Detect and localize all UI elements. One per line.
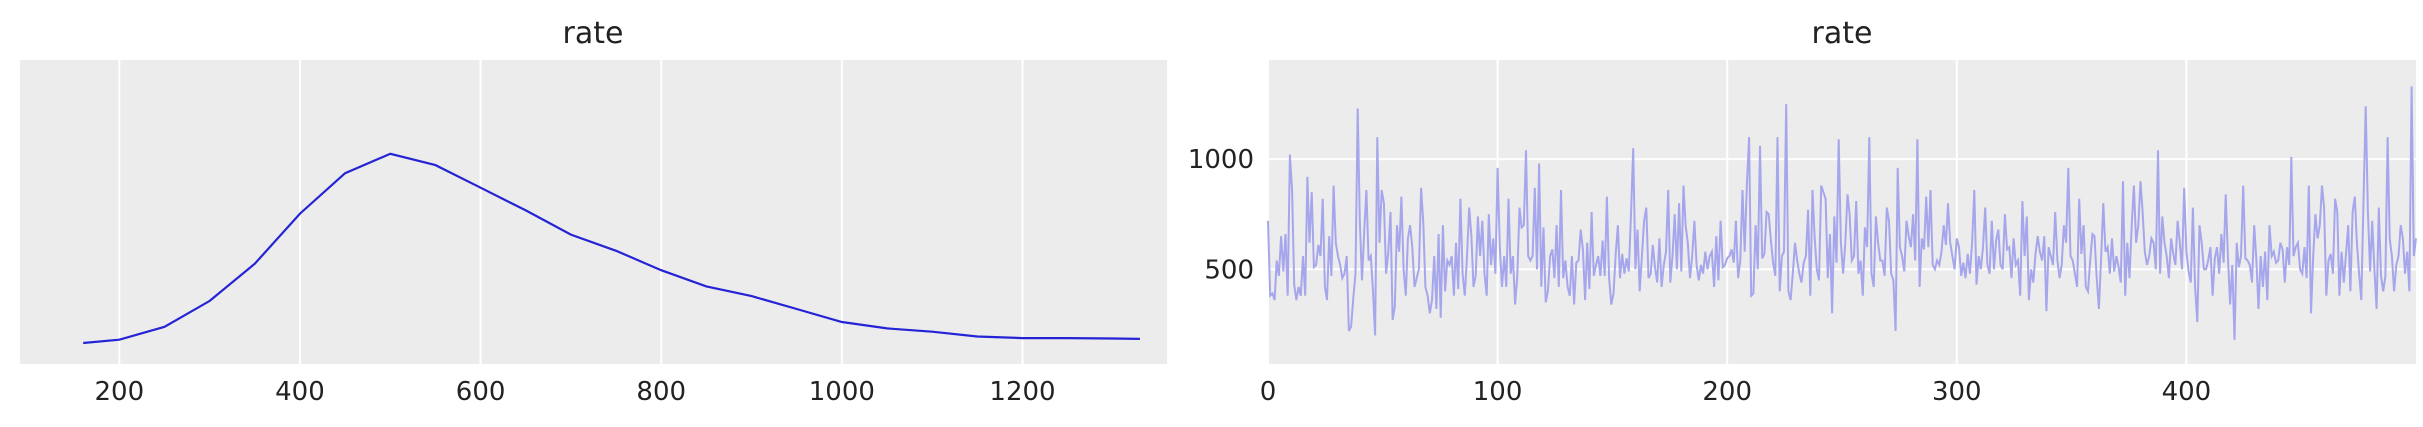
trace-y-tick-label: 1000 xyxy=(1188,145,1254,175)
trace-x-tick-label: 200 xyxy=(1702,377,1752,407)
density-x-tick-labels: 200 400 600 800 1000 1200 xyxy=(95,377,1056,407)
trace-x-tick-label: 100 xyxy=(1473,377,1523,407)
density-plot-area xyxy=(20,60,1167,364)
density-x-tick-label: 800 xyxy=(636,377,686,407)
density-curve xyxy=(83,152,1140,345)
density-x-tick-label: 200 xyxy=(95,377,145,407)
density-x-tick-label: 1000 xyxy=(809,377,875,407)
density-panel: 200 400 600 800 1000 1200 rate xyxy=(20,16,1167,407)
trace-panel: 0 100 200 300 400 500 1000 rate xyxy=(1188,16,2417,407)
trace-y-tick-label: 500 xyxy=(1204,255,1254,285)
density-title: rate xyxy=(563,16,624,51)
trace-x-tick-labels: 0 100 200 300 400 xyxy=(1260,377,2211,407)
density-gridlines xyxy=(118,60,1024,364)
trace-x-tick-label: 0 xyxy=(1260,377,1277,407)
trace-title: rate xyxy=(1812,16,1873,51)
trace-x-tick-label: 300 xyxy=(1932,377,1982,407)
trace-x-tick-label: 400 xyxy=(2162,377,2212,407)
trace-y-tick-labels: 500 1000 xyxy=(1188,145,1254,285)
trace-series-line xyxy=(1267,86,2417,340)
density-x-tick-label: 400 xyxy=(275,377,325,407)
density-x-tick-label: 600 xyxy=(456,377,506,407)
density-x-tick-label: 1200 xyxy=(989,377,1055,407)
